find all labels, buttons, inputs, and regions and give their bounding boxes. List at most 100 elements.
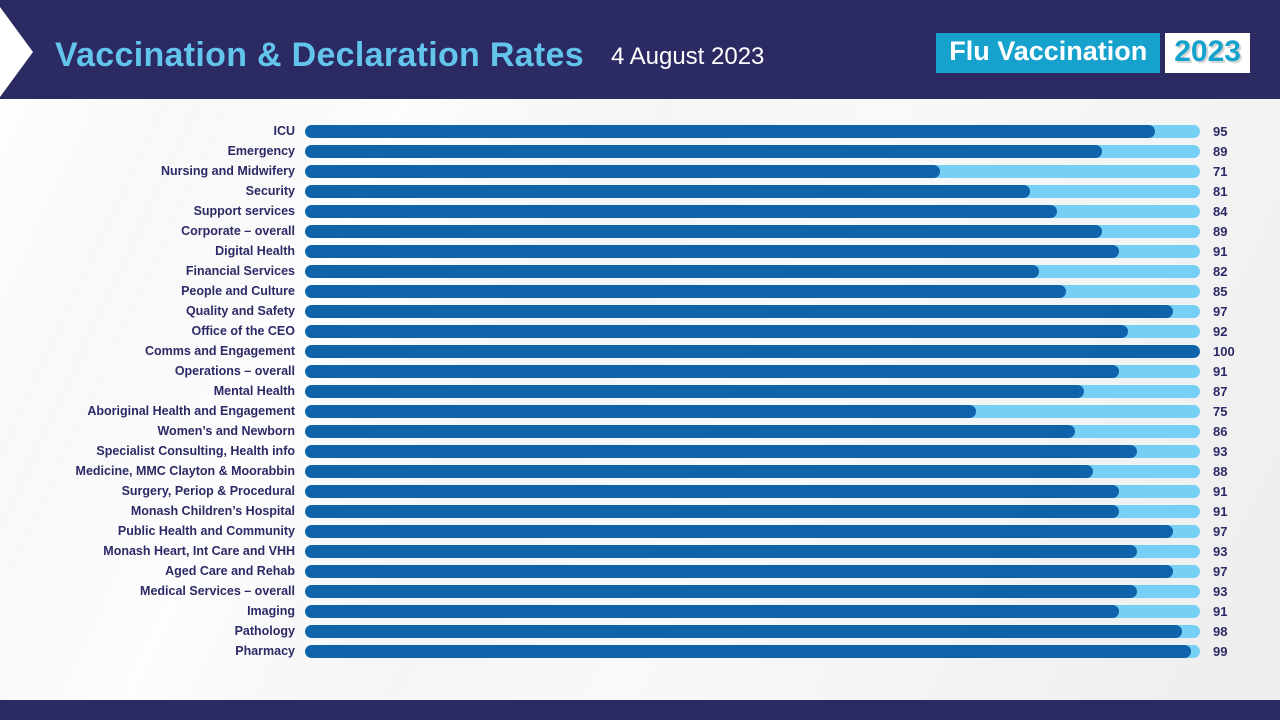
category-label: Nursing and Midwifery [160, 164, 295, 178]
value-label: 97 [1213, 303, 1228, 319]
category-label: ICU [273, 124, 295, 138]
category-label: Aged Care and Rehab [165, 564, 295, 578]
bar-fill [305, 564, 1174, 578]
bar-track [305, 144, 1200, 158]
bar-fill [305, 544, 1138, 558]
bar-track [305, 184, 1200, 198]
category-label: Surgery, Periop & Procedural [121, 484, 295, 498]
value-label: 71 [1213, 163, 1228, 179]
report-date: 4 August 2023 [610, 42, 765, 70]
bar-fill [305, 364, 1120, 378]
footer-bar [0, 700, 1280, 720]
chart-row: People and Culture 85 [0, 281, 1255, 301]
badge-year-label: 2023 [1165, 32, 1250, 73]
chart-row: Emergency 89 [0, 141, 1255, 161]
value-label: 97 [1213, 563, 1228, 579]
category-label: Medicine, MMC Clayton & Moorabbin [75, 464, 295, 478]
bar-track [305, 224, 1200, 238]
chart-row: Specialist Consulting, Health info 93 [0, 441, 1255, 461]
bar-fill [305, 124, 1156, 138]
bar-fill [305, 304, 1174, 318]
flu-vaccination-label: Flu Vaccination [936, 32, 1161, 73]
category-label: Monash Heart, Int Care and VHH [103, 544, 295, 558]
bar-fill [305, 524, 1174, 538]
category-label: Quality and Safety [185, 304, 295, 318]
chart-row: Digital Health 91 [0, 241, 1255, 261]
category-label: Support services [193, 204, 295, 218]
value-label: 91 [1213, 603, 1228, 619]
bar-track [305, 264, 1200, 278]
chart-row: Comms and Engagement 100 [0, 341, 1255, 361]
bar-fill [305, 284, 1066, 298]
value-label: 89 [1213, 143, 1228, 159]
value-label: 95 [1213, 123, 1228, 139]
chart-row: Aboriginal Health and Engagement 75 [0, 401, 1255, 421]
bar-track [305, 484, 1200, 498]
header-bar: Vaccination & Declaration Rates 4 August… [0, 0, 1280, 99]
flu-vaccination-badge: Flu Vaccination 2023 [936, 32, 1250, 73]
bar-fill [305, 584, 1138, 598]
bar-track [305, 524, 1200, 538]
bar-track [305, 344, 1200, 358]
bar-track [305, 544, 1200, 558]
chart-row: Security 81 [0, 181, 1255, 201]
chart-row: Women’s and Newborn 86 [0, 421, 1255, 441]
chart-row: Financial Services 82 [0, 261, 1255, 281]
chart-row: ICU 95 [0, 121, 1255, 141]
bar-fill [305, 404, 977, 418]
category-label: Emergency [227, 144, 295, 158]
category-label: Financial Services [185, 264, 295, 278]
bar-track [305, 564, 1200, 578]
value-label: 87 [1213, 383, 1228, 399]
bar-fill [305, 264, 1039, 278]
value-label: 91 [1213, 363, 1228, 379]
value-label: 89 [1213, 223, 1228, 239]
bar-fill [305, 224, 1102, 238]
category-label: Imaging [247, 604, 295, 618]
value-label: 92 [1213, 323, 1228, 339]
value-label: 85 [1213, 283, 1228, 299]
bar-track [305, 604, 1200, 618]
value-label: 99 [1213, 643, 1228, 659]
value-label: 93 [1213, 443, 1228, 459]
category-label: Pathology [234, 624, 295, 638]
chart-row: Pathology 98 [0, 621, 1255, 641]
bar-track [305, 444, 1200, 458]
bar-track [305, 644, 1200, 658]
chart-row: Support services 84 [0, 201, 1255, 221]
category-label: People and Culture [181, 284, 295, 298]
chart-row: Medicine, MMC Clayton & Moorabbin 88 [0, 461, 1255, 481]
category-label: Medical Services – overall [140, 584, 295, 598]
value-label: 91 [1213, 483, 1228, 499]
bar-fill [305, 244, 1120, 258]
bar-track [305, 324, 1200, 338]
bar-track [305, 124, 1200, 138]
bar-fill [305, 144, 1102, 158]
bar-track [305, 244, 1200, 258]
bar-fill [305, 324, 1129, 338]
bar-fill [305, 344, 1200, 358]
bar-fill [305, 384, 1084, 398]
value-label: 93 [1213, 583, 1228, 599]
bar-fill [305, 484, 1120, 498]
chart-row: Operations – overall 91 [0, 361, 1255, 381]
value-label: 75 [1213, 403, 1228, 419]
category-label: Specialist Consulting, Health info [96, 444, 295, 458]
category-label: Security [245, 184, 295, 198]
chevron-right-icon [0, 7, 33, 97]
bar-fill [305, 644, 1192, 658]
value-label: 91 [1213, 503, 1228, 519]
chart-row: Monash Children’s Hospital 91 [0, 501, 1255, 521]
chart-row: Mental Health 87 [0, 381, 1255, 401]
category-label: Public Health and Community [117, 524, 295, 538]
chart-row: Imaging 91 [0, 601, 1255, 621]
chart-row: Monash Heart, Int Care and VHH 93 [0, 541, 1255, 561]
value-label: 97 [1213, 523, 1228, 539]
category-label: Comms and Engagement [144, 344, 295, 358]
chart-row: Pharmacy 99 [0, 641, 1255, 661]
value-label: 100 [1213, 343, 1235, 359]
chart-row: Nursing and Midwifery 71 [0, 161, 1255, 181]
bar-fill [305, 164, 941, 178]
bar-fill [305, 184, 1030, 198]
category-label: Corporate – overall [181, 224, 295, 238]
